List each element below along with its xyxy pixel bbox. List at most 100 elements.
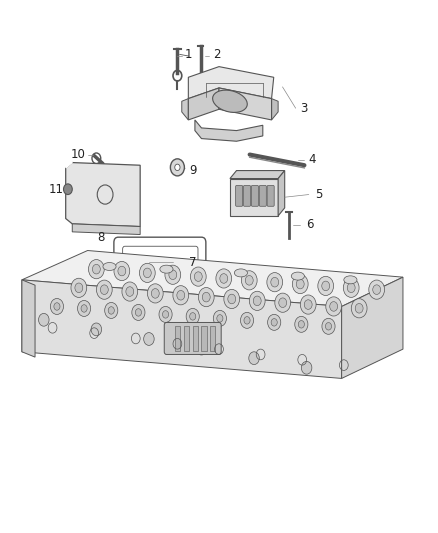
Text: 5: 5: [315, 188, 323, 201]
Circle shape: [81, 305, 87, 312]
Bar: [184, 326, 189, 351]
Polygon shape: [72, 224, 140, 235]
Circle shape: [39, 313, 49, 326]
Circle shape: [296, 279, 304, 289]
FancyBboxPatch shape: [267, 185, 274, 206]
Text: 4: 4: [309, 154, 316, 166]
Circle shape: [170, 159, 184, 176]
Circle shape: [217, 314, 223, 322]
Circle shape: [191, 267, 206, 286]
Bar: [175, 326, 180, 351]
Circle shape: [322, 281, 330, 290]
Polygon shape: [66, 163, 140, 227]
Circle shape: [122, 282, 138, 301]
Polygon shape: [22, 280, 35, 357]
Ellipse shape: [103, 263, 116, 271]
Circle shape: [173, 286, 189, 305]
Circle shape: [295, 316, 308, 332]
Circle shape: [228, 294, 236, 304]
Polygon shape: [278, 171, 285, 216]
Circle shape: [175, 164, 180, 171]
Circle shape: [213, 310, 226, 326]
Circle shape: [279, 298, 286, 308]
Circle shape: [202, 292, 210, 302]
Circle shape: [105, 302, 118, 318]
Ellipse shape: [344, 276, 357, 284]
Circle shape: [196, 342, 207, 355]
Text: 3: 3: [300, 102, 307, 115]
Circle shape: [148, 284, 163, 303]
Circle shape: [144, 333, 154, 345]
Circle shape: [91, 323, 102, 336]
Circle shape: [268, 314, 281, 330]
Circle shape: [198, 287, 214, 306]
Circle shape: [100, 285, 108, 294]
FancyBboxPatch shape: [244, 185, 251, 206]
Circle shape: [300, 295, 316, 314]
Circle shape: [347, 283, 355, 293]
Circle shape: [330, 302, 338, 311]
FancyBboxPatch shape: [164, 322, 221, 354]
Circle shape: [240, 312, 254, 328]
Polygon shape: [272, 99, 278, 120]
Text: 6: 6: [307, 219, 314, 231]
Circle shape: [245, 276, 253, 285]
Circle shape: [78, 301, 91, 317]
Polygon shape: [230, 171, 285, 179]
Circle shape: [159, 306, 172, 322]
Circle shape: [216, 269, 232, 288]
Circle shape: [143, 268, 151, 278]
Circle shape: [318, 276, 334, 295]
Text: 1: 1: [184, 49, 192, 61]
Circle shape: [152, 288, 159, 298]
Circle shape: [92, 264, 100, 274]
Circle shape: [271, 319, 277, 326]
Circle shape: [169, 270, 177, 279]
Circle shape: [298, 320, 304, 328]
Circle shape: [50, 298, 64, 314]
Circle shape: [108, 306, 114, 314]
Circle shape: [75, 283, 83, 293]
Circle shape: [114, 261, 130, 280]
Circle shape: [88, 260, 104, 279]
Text: 2: 2: [213, 49, 221, 61]
Circle shape: [224, 289, 240, 309]
Text: 11: 11: [49, 183, 64, 196]
Polygon shape: [22, 280, 342, 378]
Polygon shape: [230, 179, 278, 216]
Circle shape: [244, 317, 250, 324]
Circle shape: [126, 287, 134, 296]
Bar: [201, 326, 207, 351]
Circle shape: [249, 352, 259, 365]
Circle shape: [132, 304, 145, 320]
Circle shape: [292, 274, 308, 294]
Polygon shape: [66, 161, 72, 168]
Polygon shape: [188, 67, 274, 99]
Circle shape: [135, 309, 141, 316]
Bar: [210, 326, 215, 351]
Circle shape: [64, 184, 72, 195]
Circle shape: [165, 265, 181, 284]
Circle shape: [355, 303, 363, 313]
Circle shape: [253, 296, 261, 305]
Polygon shape: [219, 88, 272, 120]
Circle shape: [351, 298, 367, 318]
Polygon shape: [182, 99, 188, 120]
Circle shape: [267, 272, 283, 292]
Circle shape: [186, 309, 199, 325]
Text: 8: 8: [97, 231, 104, 244]
Circle shape: [177, 290, 185, 300]
Polygon shape: [22, 251, 403, 306]
Polygon shape: [195, 120, 263, 141]
FancyBboxPatch shape: [259, 185, 266, 206]
Text: 7: 7: [189, 256, 197, 269]
Circle shape: [369, 280, 385, 299]
Circle shape: [54, 303, 60, 310]
Circle shape: [220, 273, 228, 283]
Circle shape: [322, 318, 335, 334]
Circle shape: [325, 322, 332, 330]
Text: 10: 10: [71, 148, 85, 161]
Polygon shape: [342, 277, 403, 378]
Ellipse shape: [291, 272, 304, 280]
Circle shape: [71, 278, 87, 297]
